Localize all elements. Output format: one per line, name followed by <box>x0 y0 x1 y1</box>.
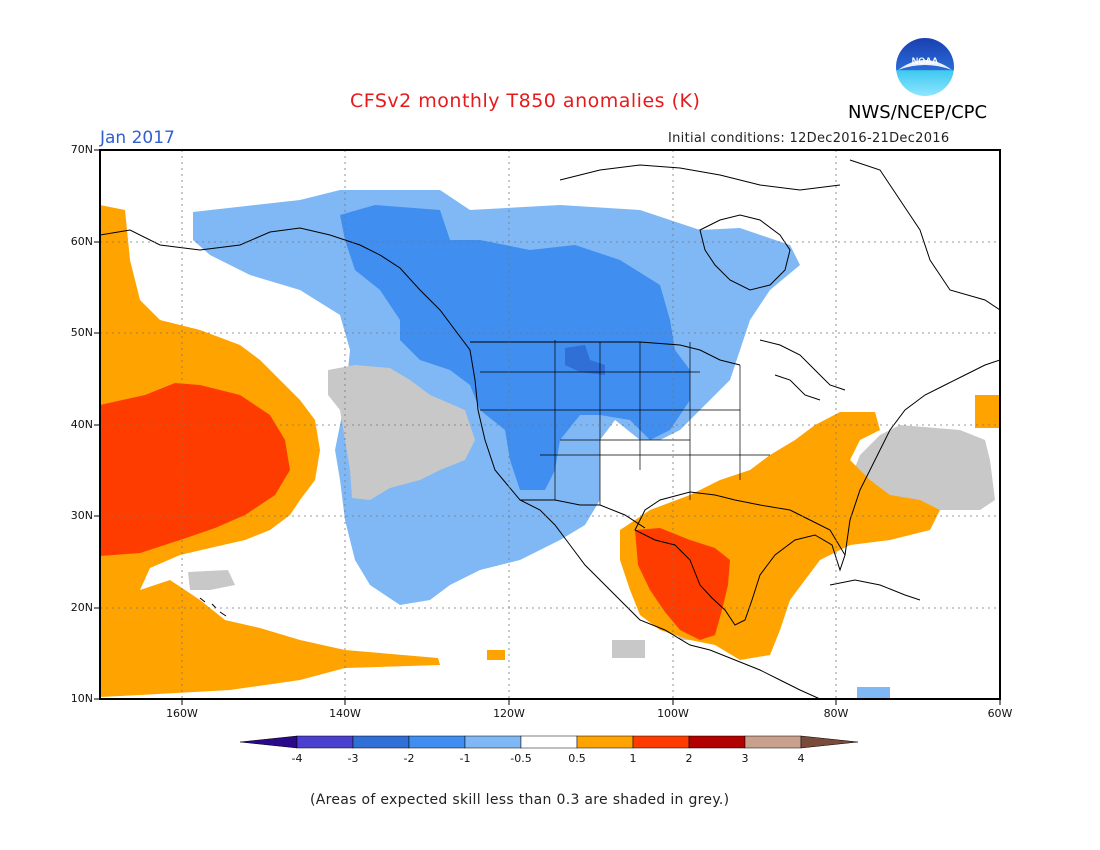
colorbar-tick-label: 1 <box>629 752 637 765</box>
lon-label: 60W <box>987 707 1013 720</box>
anomaly-red-orange-region-texas <box>635 528 730 640</box>
anomaly-blue-patch-caribbean <box>857 687 890 699</box>
coastline-cuba <box>829 579 921 601</box>
lon-label: 80W <box>823 707 849 720</box>
border-us-mexico <box>520 499 646 529</box>
colorbar-segment <box>576 735 634 749</box>
lat-label: 40N <box>70 418 93 431</box>
coastline-hudson-bay <box>699 214 791 291</box>
skill-grey-region-mexico <box>612 640 645 658</box>
colorbar-segment <box>352 735 410 749</box>
forecast-period: Jan 2017 <box>100 128 175 148</box>
lon-label: 140W <box>329 707 361 720</box>
anomaly-orange-patch <box>487 650 505 660</box>
graticule <box>100 150 1000 699</box>
colorbar-segment <box>408 735 466 749</box>
colorbar-tick-label: -2 <box>403 752 415 765</box>
colorbar-tick-label: -0.5 <box>510 752 532 765</box>
lat-label: 10N <box>70 692 93 705</box>
coastline-greenland <box>849 159 1000 311</box>
skill-footnote: (Areas of expected skill less than 0.3 a… <box>310 792 730 808</box>
coastline-great-lakes <box>759 339 846 401</box>
border-states <box>480 340 770 505</box>
colorbar-segment <box>688 735 746 749</box>
coastline-gulf <box>634 491 846 626</box>
coastline-hawaii <box>199 597 227 617</box>
colorbar-segment <box>296 735 354 749</box>
skill-grey-region-atlantic <box>850 425 995 510</box>
colorbar-tick-label: 4 <box>797 752 805 765</box>
lon-label: 120W <box>493 707 525 720</box>
initial-conditions: Initial conditions: 12Dec2016-21Dec2016 <box>668 131 950 146</box>
colorbar-tick-label: 2 <box>685 752 693 765</box>
colorbar <box>239 735 859 749</box>
colorbar-tick-label: 3 <box>741 752 749 765</box>
colorbar-tick-label: -3 <box>347 752 359 765</box>
anomaly-red-orange-region-pacific <box>100 383 290 556</box>
colorbar-segment <box>520 735 578 749</box>
colorbar-segment <box>744 735 802 749</box>
anomaly-orange-patch-atlantic <box>975 395 1000 428</box>
lat-label: 60N <box>70 235 93 248</box>
colorbar-tick-label: 0.5 <box>568 752 586 765</box>
map-title: CFSv2 monthly T850 anomalies (K) <box>350 90 701 112</box>
skill-grey-region-pacific <box>328 365 475 500</box>
skill-grey-region-hawaii <box>188 570 235 590</box>
lat-label: 30N <box>70 509 93 522</box>
lon-label: 100W <box>657 707 689 720</box>
lon-label: 160W <box>166 707 198 720</box>
anomaly-blue-region <box>340 205 690 490</box>
coastline-east <box>844 359 1000 556</box>
coastline-arctic <box>559 164 841 191</box>
lat-label: 70N <box>70 143 93 156</box>
colorbar-segment <box>632 735 690 749</box>
colorbar-tick-label: -4 <box>291 752 303 765</box>
lat-label: 20N <box>70 601 93 614</box>
colorbar-tick-label: -1 <box>459 752 471 765</box>
anomaly-dark-blue-patch <box>565 345 605 375</box>
colorbar-segment <box>464 735 522 749</box>
organization-label: NWS/NCEP/CPC <box>848 102 988 123</box>
coastline-north-america-west <box>100 227 821 699</box>
lat-label: 50N <box>70 326 93 339</box>
colorbar-high-arrow <box>800 735 859 749</box>
colorbar-low-arrow <box>239 735 298 749</box>
